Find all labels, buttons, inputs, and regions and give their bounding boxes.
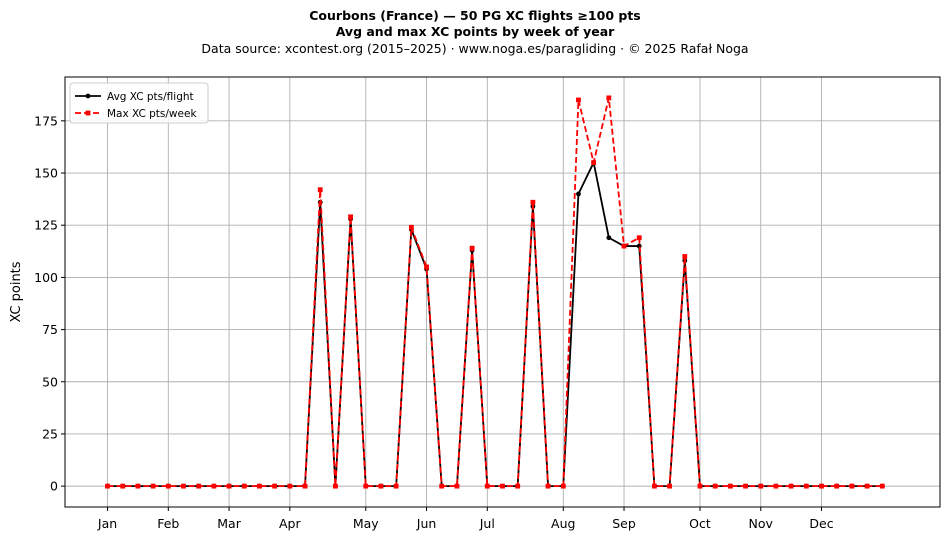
- data-point: [363, 483, 369, 489]
- y-tick-label: 125: [34, 218, 58, 233]
- y-tick-label: 25: [42, 426, 58, 441]
- data-point: [393, 483, 399, 489]
- data-point: [864, 483, 870, 489]
- data-point: [788, 483, 794, 489]
- data-point: [819, 483, 824, 489]
- legend: Avg XC pts/flight Max XC pts/week: [69, 82, 209, 124]
- data-point: [272, 483, 278, 489]
- plot-frame: [64, 76, 941, 508]
- data-point: [241, 483, 247, 489]
- data-point: [682, 254, 688, 259]
- data-point: [196, 483, 202, 489]
- data-point: [560, 483, 566, 489]
- x-tick-label: Jun: [416, 516, 437, 531]
- x-tick-label: Aug: [551, 516, 575, 531]
- chart-title-block: Courbons (France) — 50 PG XC flights ≥10…: [0, 8, 950, 57]
- chart-subtitle: Avg and max XC points by week of year: [335, 24, 615, 39]
- data-point: [743, 483, 748, 489]
- data-point: [226, 483, 232, 489]
- x-tick-label: Jan: [97, 516, 117, 531]
- data-point: [120, 483, 126, 489]
- grid-lines: [65, 77, 940, 507]
- data-point: [758, 483, 764, 489]
- data-point: [606, 235, 612, 241]
- data-point: [469, 245, 475, 251]
- data-point: [332, 483, 338, 489]
- x-tick-label: Oct: [689, 516, 711, 531]
- legend-marker: [85, 110, 91, 116]
- data-point: [302, 483, 308, 489]
- data-point: [454, 483, 460, 489]
- data-point: [317, 187, 323, 193]
- data-point: [257, 483, 262, 489]
- data-point: [150, 483, 156, 489]
- data-point: [621, 243, 627, 249]
- series-layer: [105, 95, 885, 489]
- data-point: [515, 483, 521, 489]
- legend-label: Max XC pts/week: [107, 108, 197, 120]
- legend-box: [69, 82, 209, 124]
- data-point: [424, 264, 429, 270]
- x-tick-label: Mar: [217, 516, 241, 531]
- data-point: [378, 483, 384, 489]
- x-tick-label: Nov: [749, 516, 774, 531]
- y-axis: 0 25 50 75 100 125 150 175: [34, 113, 65, 494]
- data-point: [348, 214, 353, 220]
- x-tick-label: Dec: [809, 516, 833, 531]
- x-tick-label: Jul: [479, 516, 495, 531]
- data-point: [135, 483, 141, 489]
- data-point: [439, 483, 445, 489]
- data-point: [105, 483, 110, 489]
- data-point: [727, 483, 733, 489]
- data-point: [545, 483, 551, 489]
- data-point: [879, 483, 885, 489]
- data-point: [591, 160, 597, 165]
- x-tick-label: May: [353, 516, 379, 531]
- data-point: [576, 97, 581, 103]
- legend-marker: [85, 93, 91, 99]
- data-point: [287, 483, 293, 489]
- x-axis: Jan Feb Mar Apr May Jun Jul Aug Sep Oct Nov Dec: [97, 507, 834, 531]
- data-point: [697, 483, 703, 489]
- y-tick-label: 75: [42, 322, 58, 337]
- data-point: [834, 483, 840, 489]
- series-line: [107, 161, 883, 488]
- y-tick-label: 100: [34, 270, 58, 285]
- legend-label: Avg XC pts/flight: [107, 91, 194, 103]
- y-tick-label: 150: [34, 166, 58, 181]
- data-point: [712, 483, 718, 489]
- data-point: [773, 483, 779, 489]
- data-point: [849, 483, 855, 489]
- chart-title: Courbons (France) — 50 PG XC flights ≥10…: [309, 8, 641, 23]
- y-axis-label: XC points: [9, 261, 24, 322]
- data-point: [165, 483, 171, 489]
- x-tick-label: Apr: [279, 516, 301, 531]
- x-tick-label: Sep: [612, 516, 636, 531]
- series-max: [105, 95, 885, 489]
- y-tick-label: 50: [42, 374, 58, 389]
- data-point: [576, 191, 581, 197]
- data-point: [803, 483, 809, 489]
- data-point: [636, 235, 642, 241]
- data-point: [500, 483, 505, 489]
- series-line: [107, 96, 883, 488]
- y-tick-label: 175: [34, 113, 58, 128]
- data-point: [606, 95, 612, 101]
- series-avg: [105, 160, 885, 489]
- data-point: [181, 483, 186, 489]
- y-tick-label: 0: [50, 479, 58, 494]
- data-point: [408, 224, 414, 230]
- data-point: [484, 483, 490, 489]
- x-tick-label: Feb: [157, 516, 179, 531]
- data-point: [530, 199, 536, 205]
- data-point: [211, 483, 217, 489]
- chart-source-note: Data source: xcontest.org (2015–2025) · …: [201, 41, 749, 56]
- data-point: [652, 483, 657, 489]
- data-point: [667, 483, 673, 489]
